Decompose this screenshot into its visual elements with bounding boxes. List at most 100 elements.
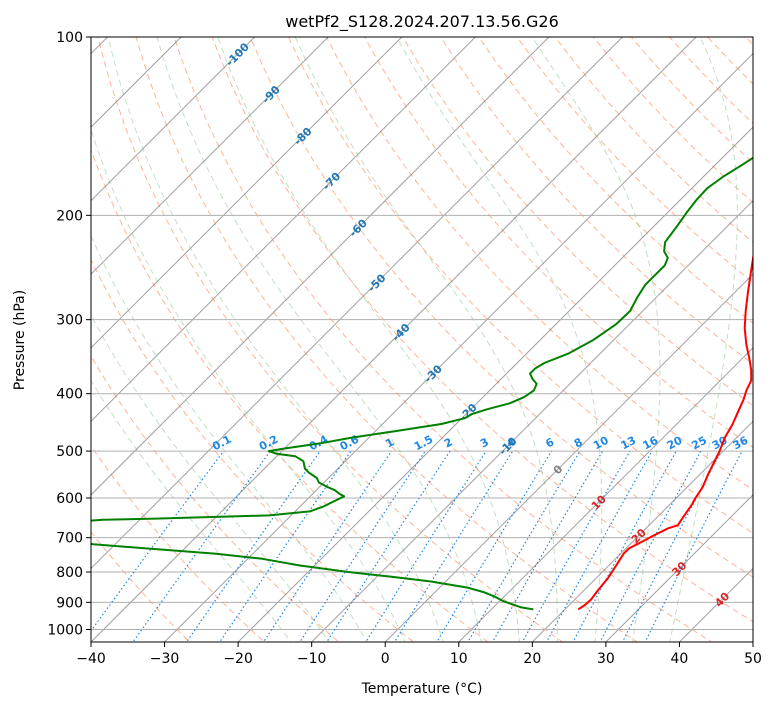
isotherm-line — [91, 37, 697, 642]
x-tick-label: −30 — [150, 651, 180, 667]
dry-adiabat-line — [402, 37, 753, 407]
dewpoint-profile-line — [91, 156, 753, 611]
x-tick-label: 30 — [597, 651, 615, 667]
isotherm-line — [91, 37, 403, 349]
moist-adiabat-line — [669, 37, 738, 642]
dry-adiabat-line — [91, 445, 265, 642]
isotherm-label: 10 — [589, 492, 609, 512]
mixing-ratio-line — [436, 450, 553, 642]
x-tick-label: −40 — [76, 651, 106, 667]
dry-adiabat-line — [91, 531, 191, 642]
x-axis-label: Temperature (°C) — [361, 681, 483, 697]
isotherm-line — [237, 126, 753, 642]
dry-adiabat-line — [173, 37, 713, 642]
isotherm-line — [91, 37, 329, 275]
dry-adiabat-line — [91, 148, 489, 642]
mixing-ratio-line — [219, 450, 352, 642]
moist-adiabat-line — [91, 314, 330, 642]
plot-area: 0.1 0.2 0.4 0.6 1 1.5 2 3 4 6 8 10 13 16 20 25 30 36-100-… — [47, 10, 775, 667]
mixing-ratio-label: 0.1 — [210, 433, 233, 454]
y-tick-label: 400 — [56, 387, 83, 403]
mixing-ratio-line — [365, 450, 487, 642]
mixing-ratio-label: 20 — [665, 434, 685, 453]
x-tick-label: 40 — [671, 651, 689, 667]
dry-adiabat-line — [706, 37, 753, 85]
dry-adiabat-line — [211, 37, 753, 623]
dry-adiabat-line — [630, 37, 753, 164]
x-tick-label: 10 — [450, 651, 468, 667]
y-tick-label: 100 — [56, 30, 83, 46]
mixing-ratio-line — [394, 450, 514, 642]
isotherm-line — [91, 37, 623, 570]
x-tick-label: −10 — [297, 651, 327, 667]
mixing-ratio-label: 36 — [731, 434, 751, 453]
isotherm-line — [384, 273, 753, 642]
mixing-ratio-line — [325, 450, 451, 642]
isotherm-line — [458, 347, 753, 642]
dry-adiabat-line — [325, 37, 753, 491]
dry-adiabat-line — [554, 37, 753, 244]
moist-adiabat-line — [156, 37, 482, 642]
y-tick-label: 500 — [56, 444, 83, 460]
dry-adiabat-line — [249, 37, 753, 578]
moist-adiabat-line — [217, 37, 520, 642]
mixing-ratio-label: 25 — [689, 434, 709, 453]
y-axis-label: Pressure (hPa) — [12, 290, 28, 390]
isotherm-line — [531, 420, 753, 642]
mixing-ratio-line — [467, 450, 581, 642]
isotherm-line — [163, 52, 753, 642]
sounding-profiles — [91, 156, 753, 611]
y-tick-label: 1000 — [47, 622, 83, 638]
dry-adiabat-line — [516, 37, 753, 284]
dry-adiabat-line — [744, 37, 753, 46]
mixing-ratio-label: 13 — [619, 434, 639, 453]
mixing-ratio-line — [545, 450, 653, 642]
dry-adiabat-line — [97, 37, 564, 642]
mixing-ratio-line — [132, 450, 271, 642]
dry-adiabat-line — [91, 258, 415, 642]
background-lines — [91, 10, 775, 654]
mixing-ratio-label: 6 — [543, 435, 556, 450]
mixing-ratio-label: 2 — [442, 435, 455, 450]
y-tick-label: 600 — [56, 491, 83, 507]
moist-adiabat-line — [531, 37, 661, 642]
mixing-ratio-label: 0.6 — [338, 433, 362, 454]
plot-frame — [90, 36, 754, 643]
isotherm-line — [310, 199, 753, 642]
mixing-ratio-line — [299, 450, 426, 642]
y-tick-label: 800 — [56, 565, 83, 581]
mixing-ratio-label: 10 — [591, 434, 611, 453]
isotherm-label: -80 — [291, 125, 314, 148]
dry-adiabat-line — [91, 355, 340, 642]
y-tick-label: 300 — [56, 313, 83, 329]
isotherm-line — [91, 37, 476, 423]
dry-adiabat-line — [135, 37, 639, 642]
dry-adiabat-line — [440, 37, 753, 365]
mixing-ratio-line — [572, 450, 677, 642]
x-tick-label: −20 — [223, 651, 253, 667]
y-tick-label: 200 — [56, 208, 83, 224]
x-tick-label: 50 — [744, 651, 762, 667]
isotherm-line — [91, 37, 550, 496]
isotherm-line — [605, 494, 753, 642]
mixing-ratio-label: 1.5 — [412, 433, 435, 454]
mixing-ratio-line — [262, 450, 392, 642]
isotherm-line — [91, 37, 256, 202]
dry-adiabat-line — [364, 37, 753, 449]
x-tick-label: 0 — [381, 651, 390, 667]
mixing-ratio-line — [492, 450, 604, 642]
dry-adiabat-line — [757, 10, 775, 654]
moist-adiabat-line — [91, 234, 368, 642]
isotherm-line — [678, 567, 753, 642]
temperature-profile-line — [577, 252, 753, 611]
mixing-ratio-line — [599, 450, 702, 642]
moist-adiabat-line — [396, 37, 603, 642]
moist-adiabat-line — [294, 37, 558, 642]
mixing-ratio-label: 16 — [641, 434, 661, 453]
y-tick-label: 700 — [56, 531, 83, 547]
moist-adiabat-line — [91, 128, 406, 642]
mixing-ratio-line — [644, 450, 743, 642]
chart-title: wetPf2_S128.2024.207.13.56.G26 — [285, 12, 559, 32]
x-tick-label: 20 — [523, 651, 541, 667]
